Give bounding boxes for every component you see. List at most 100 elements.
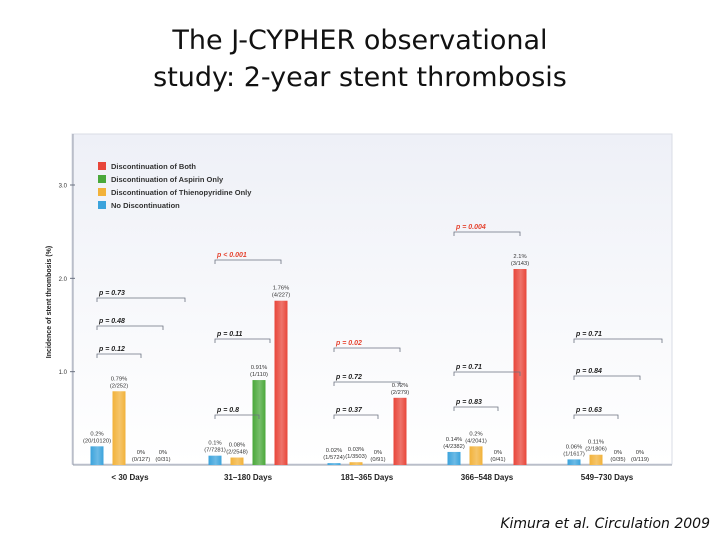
- data-label: 0.14%: [446, 437, 462, 443]
- p-value-bracket: [333, 381, 401, 386]
- bar: [90, 446, 104, 465]
- data-label: (2/2548): [226, 450, 248, 456]
- data-label: 0.91%: [251, 365, 267, 371]
- data-label: (0/127): [132, 457, 150, 463]
- y-tick-label: 2.0: [59, 277, 68, 283]
- p-value-bracket: [453, 371, 521, 376]
- data-label: (0/31): [155, 457, 170, 463]
- y-tick-label: 3.0: [59, 184, 68, 190]
- legend-item: Discontinuation of Both: [111, 162, 196, 171]
- bar: [567, 459, 581, 465]
- p-value-bracket: [453, 231, 521, 236]
- p-value-label: p < 0.001: [216, 252, 247, 259]
- p-value-label: p = 0.73: [98, 290, 125, 297]
- data-label: 0.2%: [90, 431, 103, 437]
- data-label: (1/5724): [323, 455, 345, 461]
- data-label: (1/3503): [345, 454, 367, 460]
- plot-background: [71, 133, 673, 465]
- data-label: (3/143): [511, 261, 529, 267]
- bar: [112, 391, 126, 465]
- bar: [393, 397, 407, 465]
- p-value-label: p = 0.37: [335, 407, 363, 414]
- bar: [513, 269, 527, 465]
- bar: [349, 462, 363, 465]
- x-tick-label: 366–548 Days: [461, 473, 514, 482]
- data-label: (2/279): [391, 390, 409, 396]
- x-tick-label: 31–180 Days: [224, 473, 273, 482]
- data-label: (4/2382): [443, 444, 465, 450]
- data-label: (1/110): [250, 372, 268, 378]
- p-value-bracket: [573, 414, 619, 419]
- p-value-label: p = 0.8: [216, 407, 239, 414]
- p-value-label: p = 0.71: [575, 331, 602, 338]
- p-value-label: p = 0.004: [455, 224, 486, 231]
- bar: [447, 451, 461, 465]
- data-label: (7/7281): [204, 448, 226, 454]
- legend-item: Discontinuation of Thienopyridine Only: [111, 188, 252, 197]
- slide-title: The J-CYPHER observational study: 2-year…: [0, 22, 720, 96]
- p-value-bracket: [573, 338, 663, 343]
- legend-item: Discontinuation of Aspirin Only: [111, 175, 224, 184]
- citation: Kimura et al. Circulation 2009: [500, 516, 710, 532]
- data-label: 0.2%: [469, 431, 482, 437]
- p-value-bracket: [96, 353, 142, 358]
- bar: [274, 300, 288, 465]
- data-label: (0/119): [631, 457, 649, 463]
- data-label: 0.08%: [229, 443, 245, 449]
- legend-swatch: [98, 162, 106, 170]
- data-label: (4/2041): [465, 438, 487, 444]
- title-line-1: The J-CYPHER observational: [172, 25, 548, 56]
- p-value-bracket: [333, 414, 379, 419]
- p-value-label: p = 0.72: [335, 374, 362, 381]
- data-label: (0/35): [610, 457, 625, 463]
- stent-thrombosis-chart: 1.0 2.0 3.0 Incidence of stent thrombosis (…: [46, 133, 673, 482]
- y-tick-label: 1.0: [59, 370, 68, 376]
- data-label: (1/1617): [563, 451, 585, 457]
- p-value-bracket: [214, 414, 260, 419]
- data-label: 0.1%: [208, 441, 221, 447]
- data-label: 0%: [374, 450, 382, 456]
- p-value-bracket: [453, 406, 499, 411]
- data-label: (2/1806): [585, 447, 607, 453]
- bar: [230, 457, 244, 465]
- data-label: 0%: [159, 450, 167, 456]
- data-label: 0.02%: [326, 448, 342, 454]
- p-value-label: p = 0.11: [216, 331, 242, 338]
- bar: [469, 446, 483, 465]
- x-tick-label: 181–365 Days: [341, 473, 394, 482]
- data-label: 0.03%: [348, 447, 364, 453]
- data-label: 0.11%: [588, 440, 604, 446]
- data-label: 0.06%: [566, 444, 582, 450]
- p-value-bracket: [333, 347, 401, 352]
- data-label: 0%: [494, 450, 502, 456]
- p-value-label: p = 0.63: [575, 407, 602, 414]
- bar: [208, 455, 222, 465]
- x-tick-label: < 30 Days: [111, 473, 149, 482]
- x-tick-label: 549–730 Days: [581, 473, 634, 482]
- legend-item: No Discontinuation: [111, 201, 180, 210]
- data-label: (2/252): [110, 383, 128, 389]
- p-value-label: p = 0.02: [335, 340, 362, 347]
- data-label: 0%: [636, 450, 644, 456]
- data-label: 0.79%: [111, 376, 127, 382]
- data-label: (4/227): [272, 293, 290, 299]
- y-axis-label: Incidence of stent thrombosis (%): [46, 246, 53, 358]
- data-label: (0/91): [370, 457, 385, 463]
- p-value-label: p = 0.48: [98, 318, 125, 325]
- p-value-bracket: [214, 259, 282, 264]
- p-value-label: p = 0.71: [455, 364, 482, 371]
- p-value-bracket: [96, 297, 186, 302]
- data-label: 2.1%: [513, 254, 526, 260]
- data-label: 0%: [614, 450, 622, 456]
- data-label: (0/41): [490, 457, 505, 463]
- data-label: 0%: [137, 450, 145, 456]
- legend-swatch: [98, 201, 106, 209]
- data-label: 1.76%: [273, 286, 289, 292]
- p-value-label: p = 0.12: [98, 346, 125, 353]
- p-value-bracket: [214, 338, 271, 343]
- legend-swatch: [98, 188, 106, 196]
- p-value-label: p = 0.84: [575, 368, 602, 375]
- title-line-2: study: 2-year stent thrombosis: [153, 62, 567, 93]
- p-value-bracket: [96, 325, 164, 330]
- bar: [327, 463, 341, 465]
